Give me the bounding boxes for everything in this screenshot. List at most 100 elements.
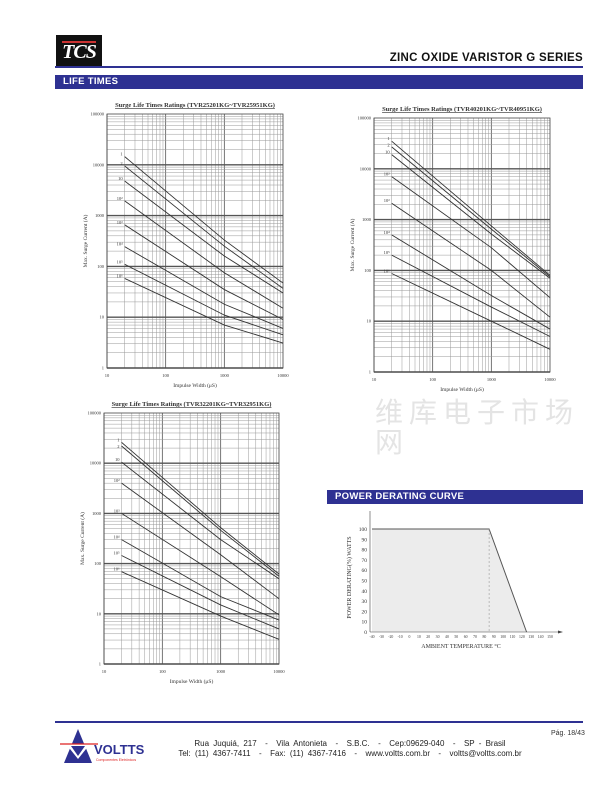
series-label: 10² <box>117 196 124 201</box>
series-line-3 <box>391 176 551 299</box>
x-tick-label: -40 <box>369 635 374 639</box>
chart-title: Surge Life Times Ratings (TVR25201KG~TVR… <box>115 102 275 109</box>
series-label: 10⁴ <box>384 230 391 235</box>
series-label: 10 <box>118 176 123 181</box>
x-tick-label: 90 <box>492 635 496 639</box>
y-axis-label: Max. Surge Current (A) <box>82 214 89 267</box>
y-tick-label: 40 <box>362 589 368 595</box>
y-tick-label: 10 <box>362 620 368 626</box>
series-line-7 <box>124 278 284 344</box>
series-line-2 <box>124 180 284 294</box>
y-tick-label: 30 <box>362 599 368 605</box>
x-tick-label: 100 <box>500 635 506 639</box>
power-derating-heading: POWER DERATING CURVE <box>327 490 583 504</box>
footer-address-block: Rua Juquiá, 217 - Vila Antonieta - S.B.C… <box>150 739 550 759</box>
x-tick-label: 10 <box>105 373 110 378</box>
x-tick-label: 110 <box>510 635 516 639</box>
chart-title: Surge Life Times Ratings (TVR40201KG~TVR… <box>382 106 542 113</box>
x-tick-label: 10000 <box>273 669 285 674</box>
series-line-6 <box>391 254 551 337</box>
series-label: 2 <box>117 444 119 449</box>
header-divider <box>55 66 583 68</box>
x-tick-label: 10 <box>102 669 107 674</box>
series-label: 1 <box>117 437 119 442</box>
y-tick-label: 100000 <box>88 411 102 416</box>
y-tick-label: 100 <box>97 264 105 269</box>
watermark: 维库电子市场网 <box>375 396 580 459</box>
series-line-5 <box>391 234 551 330</box>
y-tick-label: 100 <box>364 268 372 273</box>
series-label: 10³ <box>117 220 124 225</box>
y-tick-label: 70 <box>362 558 368 564</box>
series-label: 10⁴ <box>117 242 124 247</box>
series-label: 10 <box>385 150 390 155</box>
series-label: 10 <box>115 457 120 462</box>
plot-frame <box>373 117 551 373</box>
x-tick-label: 1000 <box>487 377 497 382</box>
x-tick-label: 70 <box>473 635 477 639</box>
x-tick-label: 20 <box>426 635 430 639</box>
y-tick-label: 10000 <box>360 166 372 171</box>
series-label: 10² <box>384 172 391 177</box>
x-tick-label: 100 <box>159 669 167 674</box>
y-tick-label: 1 <box>369 370 371 375</box>
y-tick-label: 80 <box>362 548 368 554</box>
series-line-0 <box>124 156 284 284</box>
series-line-6 <box>124 263 284 336</box>
footer-divider <box>55 721 583 723</box>
x-axis-label: Impulse Width (μS) <box>440 386 484 393</box>
series-title: ZINC OXIDE VARISTOR G SERIES <box>389 52 583 64</box>
series-line-2 <box>391 154 551 279</box>
tcs-logo: TCS <box>56 35 102 66</box>
series-label: 2 <box>120 161 122 166</box>
voltts-logo-subtext: Componentes Eletrônicos <box>96 758 136 762</box>
x-tick-label: 40 <box>445 635 449 639</box>
x-tick-label: 120 <box>519 635 525 639</box>
x-tick-label: 10 <box>372 377 377 382</box>
y-tick-label: 100000 <box>358 116 372 121</box>
y-tick-label: 1000 <box>95 213 105 218</box>
y-tick-label: 10 <box>367 319 372 324</box>
series-line-2 <box>121 461 280 580</box>
x-tick-label: 30 <box>436 635 440 639</box>
series-label: 10⁵ <box>113 550 120 555</box>
series-label: 10⁴ <box>113 535 120 540</box>
footer-address: Rua Juquiá, 217 - Vila Antonieta - S.B.C… <box>194 739 506 748</box>
series-line-1 <box>391 146 551 278</box>
series-line-4 <box>124 224 284 320</box>
x-tick-label: -10 <box>398 635 403 639</box>
series-line-5 <box>121 539 280 621</box>
x-tick-label: 1000 <box>220 373 230 378</box>
y-tick-label: 1 <box>102 366 104 371</box>
derating-area <box>372 529 527 632</box>
y-tick-label: 100000 <box>91 112 105 117</box>
y-tick-label: 20 <box>362 609 368 615</box>
voltts-inner-triangle <box>71 746 85 756</box>
series-label: 10⁵ <box>384 250 391 255</box>
voltts-logo-text: VOLTTS <box>94 742 145 757</box>
series-label: 10⁵ <box>117 259 124 264</box>
series-label: 10² <box>114 478 121 483</box>
x-tick-label: 100 <box>162 373 170 378</box>
series-label: 10⁶ <box>117 273 124 278</box>
x-tick-label: 80 <box>483 635 487 639</box>
y-tick-label: 1000 <box>92 511 102 516</box>
page-number: Pág. 18/43 <box>551 730 585 737</box>
footer-contact: Tel: (11) 4367-7411 - Fax: (11) 4367-741… <box>178 749 522 758</box>
series-label: 10⁶ <box>384 268 391 273</box>
series-line-0 <box>121 442 280 575</box>
x-tick-label: 50 <box>454 635 458 639</box>
x-tick-label: 140 <box>538 635 544 639</box>
series-line-4 <box>391 202 551 318</box>
x-axis-arrow-icon <box>558 630 563 634</box>
series-line-3 <box>124 200 284 309</box>
y-tick-label: 90 <box>362 537 368 543</box>
x-tick-label: 100 <box>429 377 437 382</box>
y-tick-label: 10 <box>97 611 102 616</box>
x-tick-label: 0 <box>409 635 411 639</box>
